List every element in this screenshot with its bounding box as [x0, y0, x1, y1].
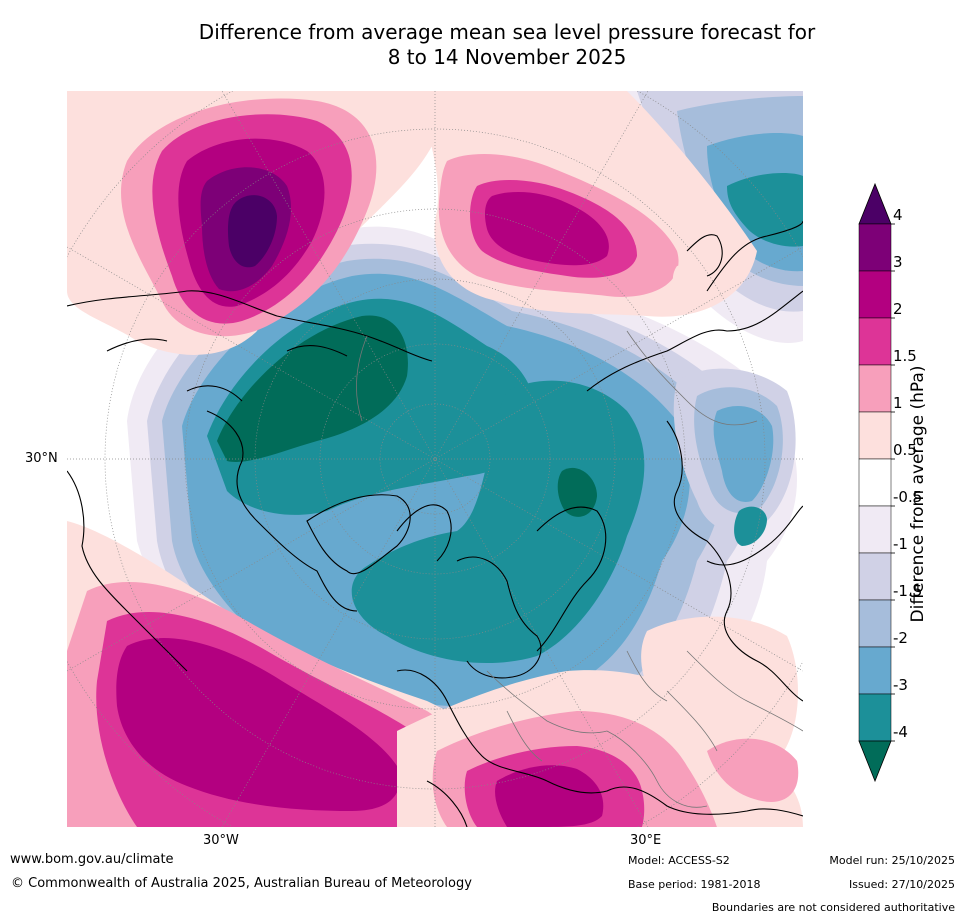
colorbar-label: Difference from average (hPa) [908, 365, 928, 623]
siberia-high [417, 91, 757, 317]
graticule [67, 91, 803, 827]
colorbar-cell [858, 646, 892, 695]
colorbar-cell [858, 505, 892, 554]
colorbar-tick-label: 4 [893, 206, 903, 224]
polar-map [67, 91, 803, 827]
footer-model: Model: ACCESS-S2 [628, 854, 730, 867]
colorbar-tick-label: -3 [893, 676, 908, 694]
colorbar-cell [858, 270, 892, 319]
colorbar-cell [858, 693, 892, 742]
lon-label-30w: 30°W [203, 833, 239, 848]
footer-base-period: Base period: 1981-2018 [628, 878, 761, 891]
colorbar-svg: 4 3 2 1.5 1 0.5 -0.5 -1 -1.5 -2 -3 -4 [858, 182, 922, 783]
colorbar-tick-label: -2 [893, 629, 908, 647]
colorbar-tick-label: -0.5 [893, 488, 922, 506]
colorbar-cell [858, 599, 892, 648]
colorbar-tick-label: 3 [893, 253, 903, 271]
colorbar-tick-label: -1 [893, 535, 908, 553]
colorbar: 4 3 2 1.5 1 0.5 -0.5 -1 -1.5 -2 -3 -4 [855, 180, 965, 790]
colorbar-cell [858, 317, 892, 366]
colorbar-tick-label: 1 [893, 394, 903, 412]
colorbar-ticks: 4 3 2 1.5 1 0.5 -0.5 -1 -1.5 -2 -3 -4 [891, 206, 922, 742]
colorbar-tick-label: -1.5 [893, 582, 922, 600]
colorbar-extend-bottom [858, 740, 892, 783]
footer-copyright: © Commonwealth of Australia 2025, Austra… [11, 876, 472, 891]
lat-label-30n: 30°N [25, 451, 58, 466]
colorbar-tick-label: 2 [893, 300, 903, 318]
colorbar-cell [858, 458, 892, 507]
colorbar-cell [858, 223, 892, 272]
colorbar-cell [858, 552, 892, 601]
map-svg [67, 91, 803, 827]
colorbar-tick-label: 0.5 [893, 441, 917, 459]
east-asia-positive [641, 264, 799, 802]
colorbar-cells [858, 182, 892, 783]
colorbar-cell [858, 364, 892, 413]
title-line-1: Difference from average mean sea level p… [198, 20, 816, 44]
title-line-2: 8 to 14 November 2025 [387, 45, 627, 69]
lon-label-30e: 30°E [630, 833, 662, 848]
north-pacific-high [67, 91, 447, 355]
chart-title: Difference from average mean sea level p… [100, 20, 914, 70]
footer-model-run: Model run: 25/10/2025 [829, 854, 955, 867]
colorbar-extend-top [858, 182, 892, 225]
footer-disclaimer: Boundaries are not considered authoritat… [711, 901, 955, 914]
country-borders [356, 330, 803, 808]
coastlines [67, 220, 803, 827]
colorbar-tick-label: -4 [893, 723, 908, 741]
footer-issued: Issued: 27/10/2025 [848, 878, 955, 891]
footer-website[interactable]: www.bom.gov.au/climate [10, 852, 174, 867]
colorbar-cell [858, 411, 892, 460]
colorbar-tick-label: 1.5 [893, 347, 917, 365]
east-asia-low [673, 368, 796, 546]
